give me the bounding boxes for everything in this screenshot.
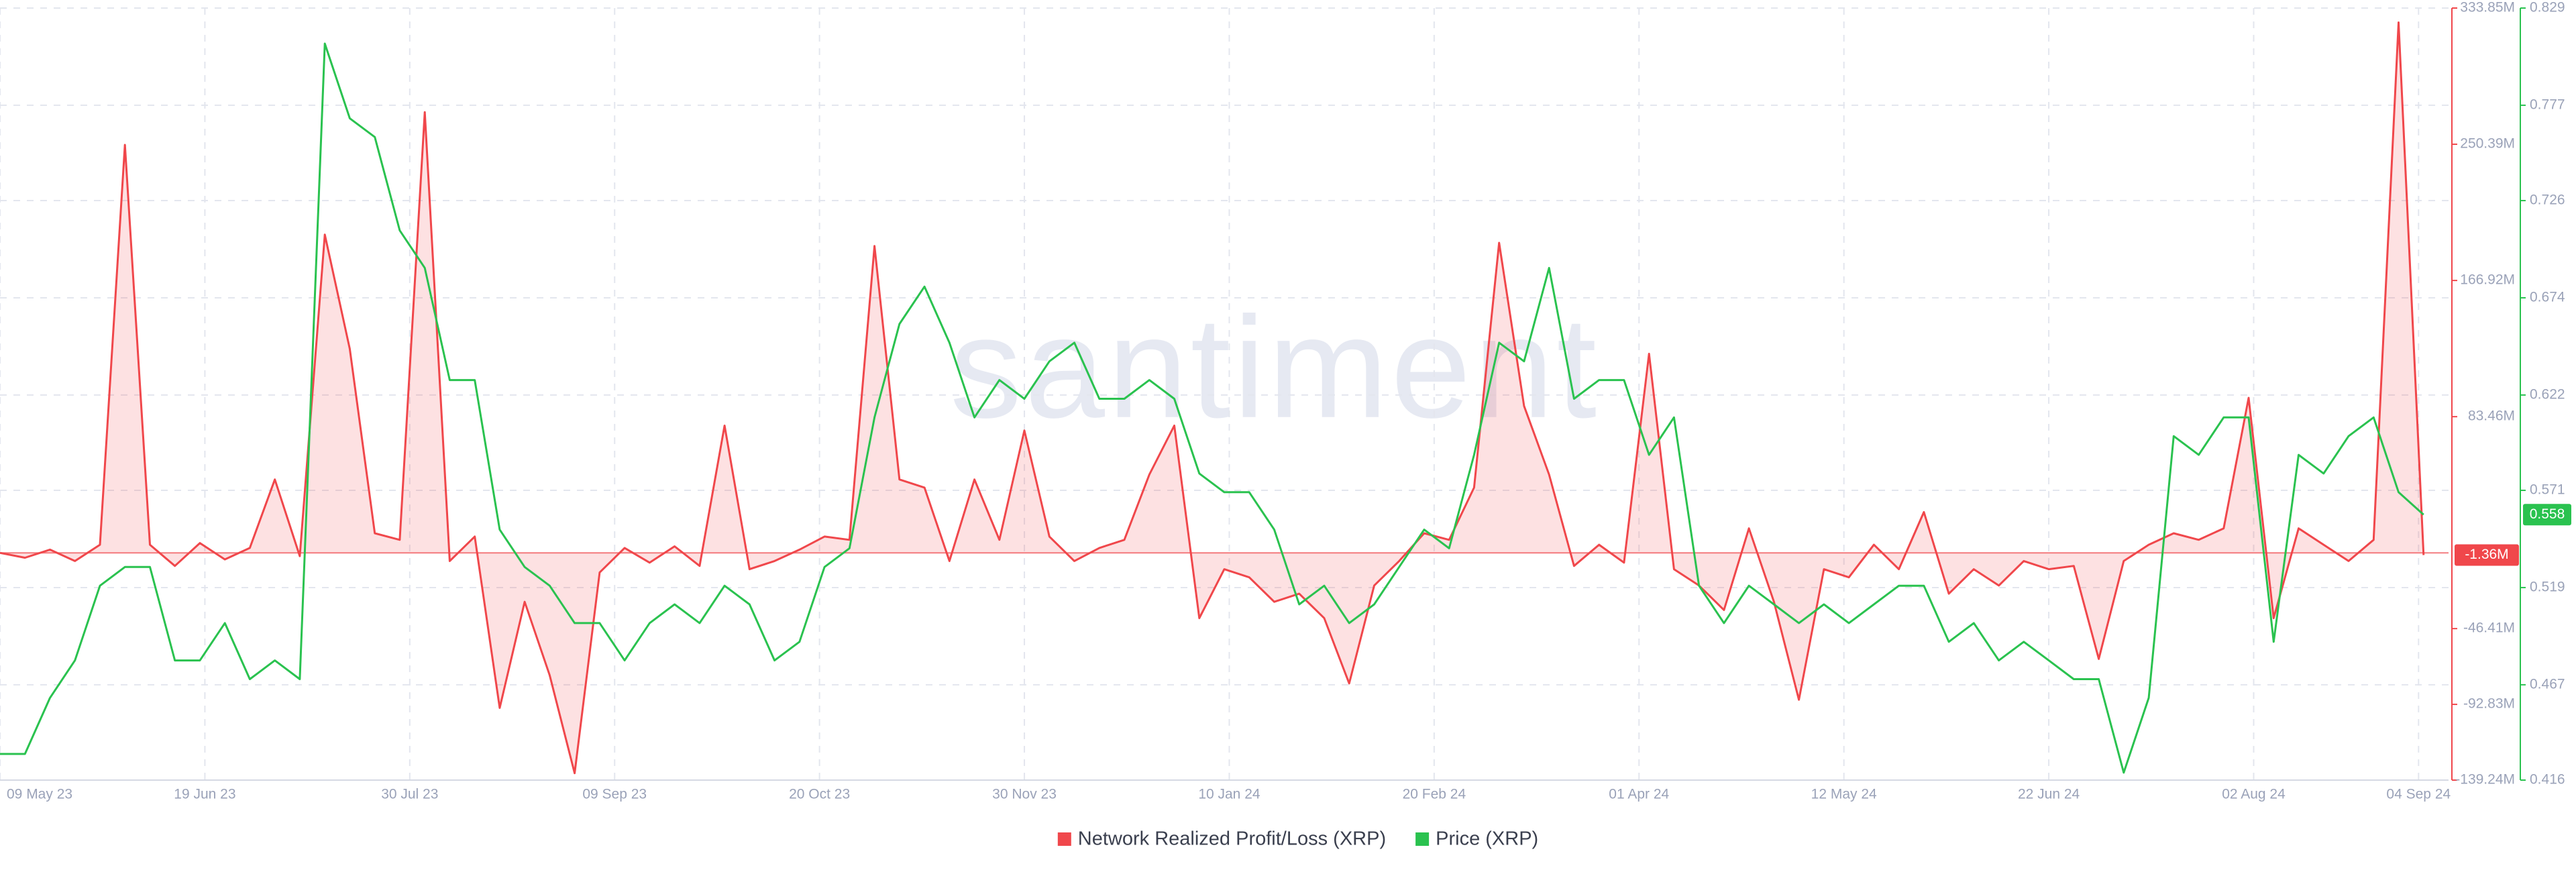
series-line — [0, 42, 2424, 774]
y-tick-label: 250.39M — [2460, 136, 2515, 152]
y2-tick-label: 0.674 — [2530, 290, 2565, 305]
y-tick-label: 166.92M — [2460, 272, 2515, 288]
x-tick-label: 20 Feb 24 — [1403, 787, 1466, 802]
x-tick-label: 10 Jan 24 — [1198, 787, 1260, 802]
current-value-badge — [2455, 544, 2519, 566]
y2-tick-label: 0.622 — [2530, 386, 2565, 402]
x-tick-label: 02 Aug 24 — [2222, 787, 2286, 802]
series-line — [0, 21, 2425, 775]
y2-tick-label: 0.571 — [2530, 482, 2565, 498]
y-tick-label: -92.83M — [2463, 696, 2515, 712]
legend-swatch — [1415, 832, 1430, 846]
y2-tick-label: 0.519 — [2530, 579, 2565, 594]
x-tick-label: 12 May 24 — [1811, 787, 1877, 802]
x-tick-label: 09 Sep 23 — [582, 787, 647, 802]
area — [0, 22, 2424, 773]
y2-tick-label: 0.726 — [2530, 193, 2565, 208]
x-tick-label: 22 Jun 24 — [2018, 787, 2080, 802]
y-tick-label: -139.24M — [2455, 772, 2515, 787]
y2-tick-label: 0.777 — [2530, 97, 2565, 112]
x-tick-label: 30 Nov 23 — [992, 787, 1057, 802]
y-tick-label: -46.41M — [2463, 620, 2515, 636]
y2-tick-label: 0.829 — [2530, 0, 2565, 15]
watermark: santiment — [950, 286, 1599, 448]
y-tick-label: 83.46M — [2468, 408, 2515, 424]
legend-label: Network Realized Profit/Loss (XRP) — [1078, 828, 1386, 850]
y2-tick-label: 0.467 — [2530, 676, 2565, 692]
y-tick-label: 333.85M — [2460, 0, 2515, 15]
current-value-label: 0.558 — [2530, 506, 2565, 522]
legend: Network Realized Profit/Loss (XRP) Price … — [1057, 828, 1538, 850]
y2-tick-label: 0.416 — [2530, 772, 2565, 787]
current-value-badge — [2523, 504, 2571, 526]
x-tick-label: 01 Apr 24 — [1609, 787, 1669, 802]
x-tick-label: 04 Sep 24 — [2386, 787, 2451, 802]
current-value-label: -1.36M — [2465, 547, 2508, 562]
x-tick-label: 30 Jul 23 — [381, 787, 438, 802]
x-tick-label: 19 Jun 23 — [174, 787, 235, 802]
x-tick-label: 20 Oct 23 — [789, 787, 850, 802]
x-tick-label: 09 May 23 — [7, 787, 72, 802]
legend-swatch — [1057, 832, 1071, 846]
legend-label: Price (XRP) — [1436, 828, 1538, 850]
